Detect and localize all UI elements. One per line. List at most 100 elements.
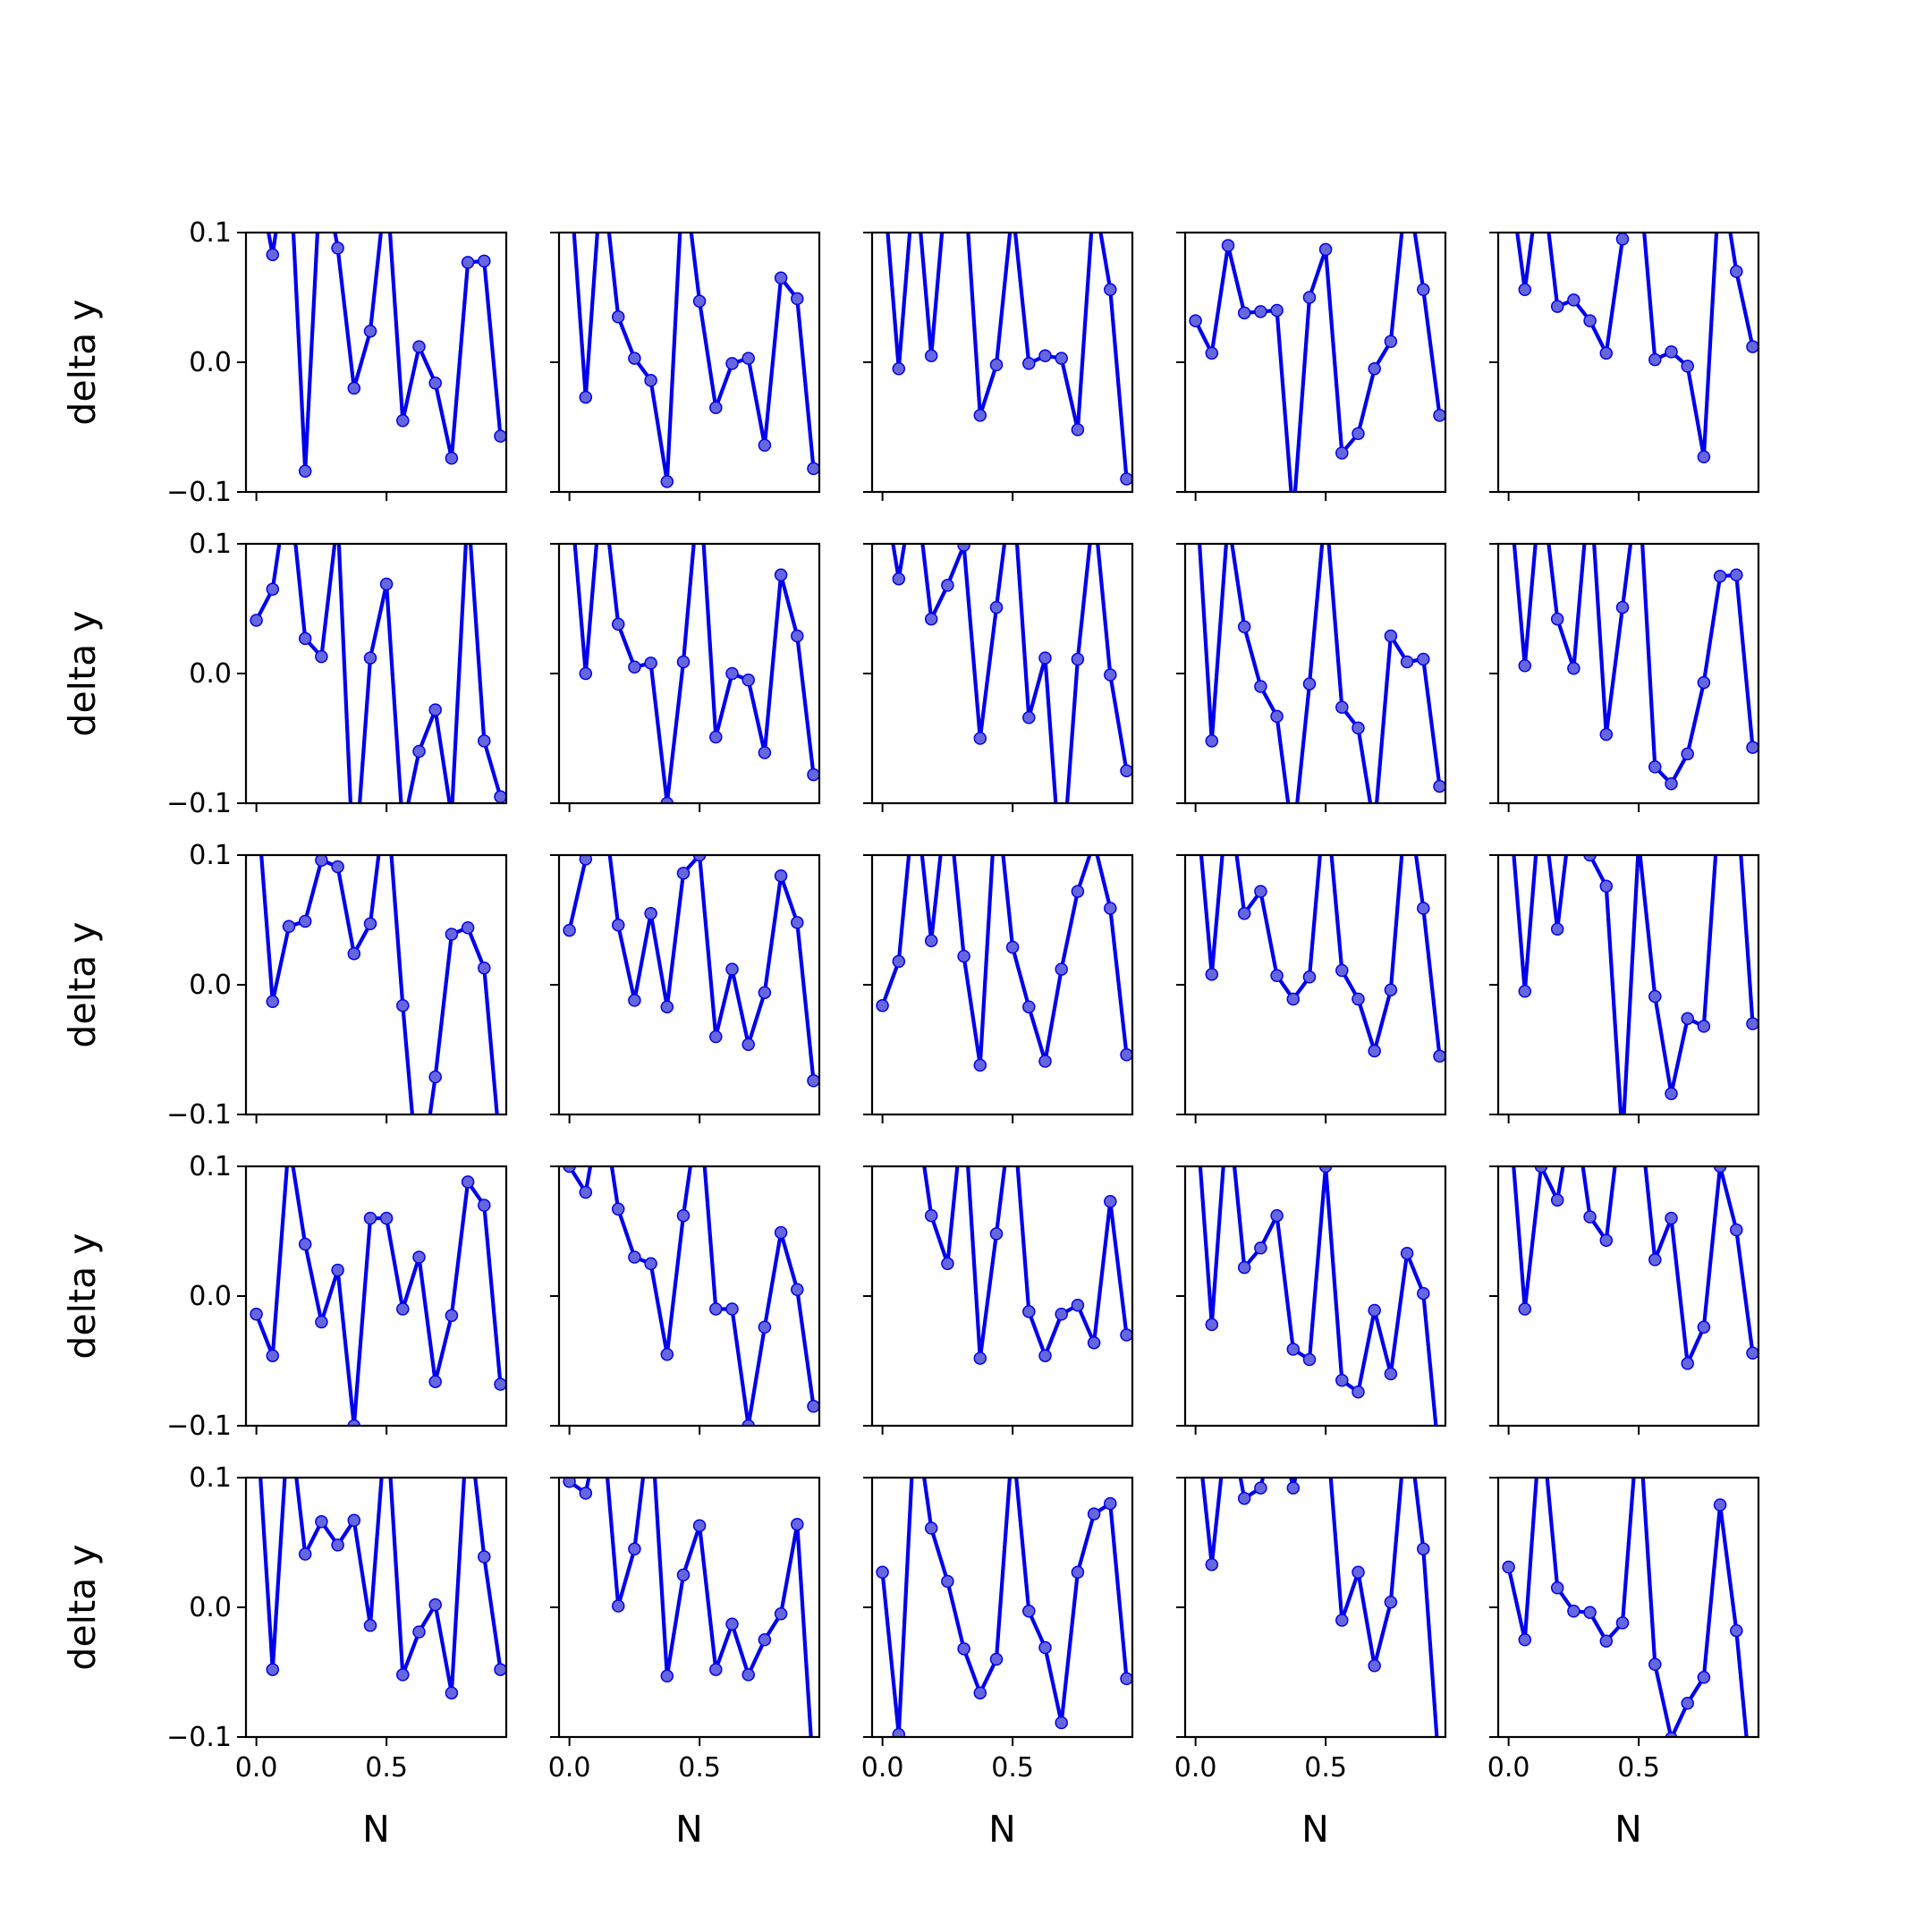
data-point	[428, 703, 442, 716]
data-point	[597, 1096, 608, 1107]
data-point	[1190, 473, 1201, 485]
data-point	[628, 1542, 641, 1556]
series-line	[258, 1478, 503, 1695]
data-point	[1697, 450, 1711, 464]
data-point	[298, 1237, 312, 1251]
data-point	[381, 784, 393, 796]
data-point	[284, 473, 295, 485]
series-line	[922, 1166, 1129, 1360]
data-point	[1038, 1640, 1052, 1655]
series-line	[259, 855, 499, 1114]
data-point	[284, 1135, 295, 1147]
panel-data	[258, 1478, 506, 1699]
data-point	[1335, 700, 1349, 714]
data-point	[1022, 711, 1036, 724]
data-point	[1287, 836, 1299, 848]
data-point	[266, 248, 280, 261]
panel-data	[886, 201, 1132, 486]
data-point	[1022, 1305, 1036, 1318]
data-point	[412, 1625, 426, 1639]
data-point	[298, 914, 312, 928]
data-point	[1599, 1233, 1614, 1247]
data-point	[910, 784, 921, 796]
data-point	[1402, 1407, 1413, 1419]
series-line	[572, 544, 816, 803]
data-point	[1681, 360, 1694, 373]
data-point	[644, 657, 657, 670]
data-point	[758, 1633, 772, 1647]
data-point	[1254, 1241, 1267, 1255]
panel-r3-c3	[863, 784, 1134, 1123]
data-point	[1730, 1223, 1743, 1237]
data-point	[445, 1686, 459, 1699]
data-point	[348, 876, 360, 887]
panel-r4-c4	[1176, 1165, 1447, 1435]
series-line	[1200, 1478, 1439, 1737]
data-point	[1205, 968, 1219, 981]
data-point	[1302, 677, 1317, 691]
data-point	[1681, 1012, 1694, 1025]
data-point	[412, 340, 426, 353]
data-point	[331, 1538, 344, 1552]
data-point	[807, 462, 819, 476]
data-point	[284, 136, 295, 148]
data-point	[597, 162, 608, 174]
data-point	[725, 357, 739, 370]
data-point	[597, 784, 608, 796]
data-point	[1022, 1000, 1036, 1013]
data-point	[1617, 1135, 1629, 1147]
data-point	[1055, 1308, 1068, 1321]
data-point	[725, 1617, 739, 1631]
data-point	[396, 414, 410, 428]
data-point	[1550, 612, 1564, 626]
data-point	[1352, 427, 1365, 441]
data-point	[774, 271, 788, 285]
data-point	[495, 1148, 506, 1159]
panel-r3-c5	[1489, 784, 1760, 1147]
data-point	[941, 1257, 954, 1271]
data-point	[1697, 1020, 1711, 1033]
data-point	[1615, 1616, 1630, 1630]
panel-r2-c2	[550, 542, 821, 812]
data-point	[957, 544, 970, 552]
series-line	[1512, 544, 1755, 786]
data-point	[428, 1375, 442, 1388]
data-point	[1007, 473, 1019, 485]
data-point	[1746, 340, 1758, 353]
data-point	[1648, 352, 1662, 367]
x-tick-label: 0.5	[1617, 1752, 1660, 1784]
data-point	[1665, 1211, 1678, 1225]
data-point	[660, 1669, 674, 1683]
y-tick-label: 0.1	[189, 840, 232, 871]
data-point	[331, 1263, 344, 1277]
axes-frame	[870, 853, 1134, 1116]
series-line	[880, 855, 1129, 1068]
data-point	[1568, 784, 1580, 796]
data-point	[1583, 1606, 1597, 1620]
data-point	[1007, 201, 1019, 213]
series-line	[572, 233, 816, 484]
data-point	[808, 1770, 819, 1782]
data-point	[893, 1096, 904, 1107]
data-point	[1104, 902, 1117, 915]
panel-r2-c5	[1489, 542, 1760, 812]
data-point	[298, 631, 312, 646]
data-point	[315, 855, 328, 868]
data-point	[1518, 1302, 1532, 1316]
data-point	[1087, 1507, 1101, 1521]
data-point	[611, 310, 625, 324]
y-tick-label: 0.1	[189, 529, 232, 560]
panel-r5-c2: 0.0 0.5 N	[548, 1476, 821, 1851]
data-point	[628, 1250, 641, 1264]
data-point	[676, 655, 691, 669]
data-point	[892, 362, 906, 376]
data-point	[445, 928, 459, 941]
panel-data	[266, 136, 506, 479]
data-point	[1352, 1565, 1365, 1580]
data-point	[1189, 314, 1202, 327]
y-tick-label: −0.1	[166, 1099, 232, 1131]
data-point	[709, 1030, 723, 1044]
data-point	[413, 1187, 425, 1199]
data-point	[445, 1309, 459, 1323]
data-point	[1697, 675, 1711, 690]
